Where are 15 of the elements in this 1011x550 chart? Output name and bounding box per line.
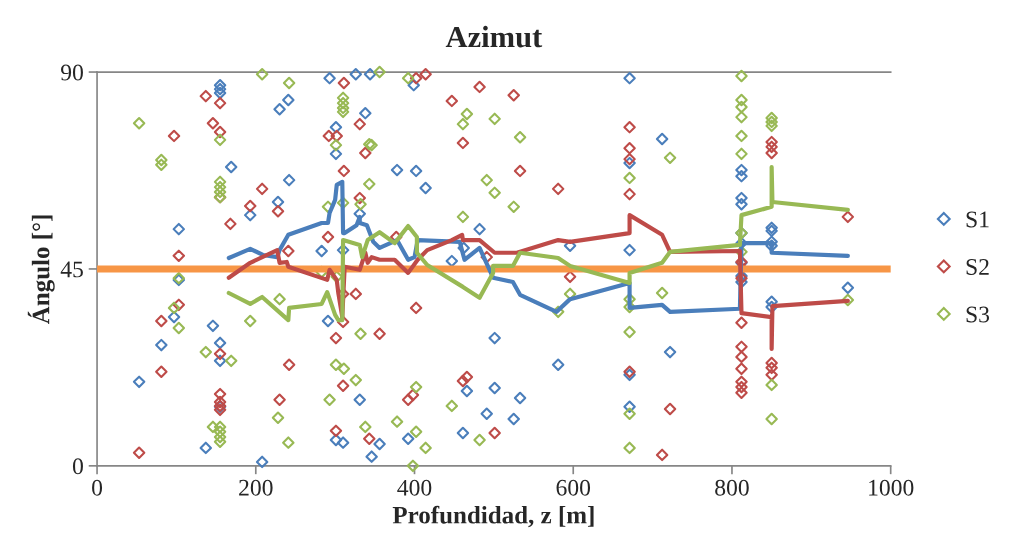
chart-title: Azimut — [445, 25, 543, 48]
y-axis-title: Ángulo [°] — [27, 215, 55, 325]
legend-label: S1 — [966, 211, 989, 228]
y-tick-label: 90 — [61, 64, 83, 81]
legend-label: S3 — [966, 306, 990, 323]
x-tick-label: 600 — [556, 479, 591, 496]
x-tick-label: 800 — [715, 479, 749, 496]
x-tick-label: 200 — [239, 479, 273, 496]
x-axis-title: Profundidad, z [m] — [392, 505, 594, 528]
x-tick-label: 400 — [397, 479, 432, 496]
x-tick-label: 1000 — [869, 479, 914, 496]
y-tick-label: 0 — [72, 458, 83, 475]
y-tick-label: 45 — [60, 261, 83, 278]
legend-label: S2 — [966, 259, 989, 275]
x-tick-label: 0 — [92, 479, 103, 496]
